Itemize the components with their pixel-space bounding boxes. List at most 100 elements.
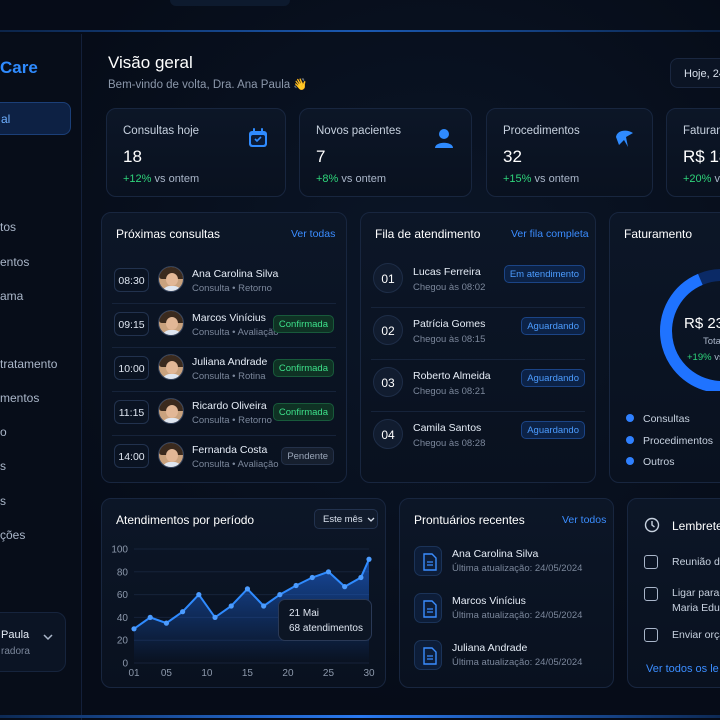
- sidebar: Care al tos entos ama tratamento mentos …: [0, 34, 82, 720]
- stat-label: Faturam: [683, 125, 720, 137]
- appointment-time: 14:00: [118, 451, 145, 463]
- queue-number: 02: [373, 315, 403, 345]
- record-row[interactable]: Ana Carolina Silva Última atualização: 2…: [412, 543, 608, 583]
- stat-delta: +20% v: [683, 173, 720, 185]
- data-point: [244, 586, 251, 592]
- records-panel: Prontuários recentes Ver todos Ana Carol…: [399, 498, 614, 688]
- stat-delta: +8% vs ontem: [316, 173, 386, 185]
- document-icon: [414, 593, 442, 623]
- sidebar-item-3[interactable]: ama: [0, 289, 24, 303]
- records-view-all-link[interactable]: Ver todos: [562, 514, 607, 526]
- data-point: [212, 614, 218, 620]
- sidebar-item-4[interactable]: tratamento: [0, 357, 58, 371]
- queue-view-all-link[interactable]: Ver fila completa: [511, 228, 589, 240]
- appointment-row[interactable]: 08:30 Ana Carolina Silva Consulta • Reto…: [112, 259, 334, 303]
- billing-total-value: R$ 23: [684, 315, 720, 332]
- patient-name: Fernanda Costa: [192, 444, 268, 456]
- queue-number: 01: [373, 263, 403, 293]
- sidebar-item-active[interactable]: al: [0, 102, 71, 135]
- row-divider: [371, 307, 585, 308]
- data-point: [180, 609, 186, 615]
- avatar: [158, 310, 184, 336]
- sidebar-item-6[interactable]: o: [0, 425, 7, 439]
- time-box: 11:15: [114, 400, 149, 424]
- reminder-item[interactable]: Reunião da: [672, 556, 720, 568]
- avatar: [158, 398, 184, 424]
- record-updated: Última atualização: 24/05/2024: [452, 657, 583, 668]
- appointment-row[interactable]: 09:15 Marcos Vinícius Consulta • Avaliaç…: [112, 303, 334, 347]
- data-point: [147, 614, 153, 620]
- sidebar-item-1[interactable]: tos: [0, 220, 17, 234]
- queue-number-label: 01: [381, 272, 395, 286]
- record-patient-name: Marcos Vinícius: [452, 595, 526, 607]
- time-box: 14:00: [114, 444, 149, 468]
- queue-row[interactable]: 03 Roberto Almeida Chegou às 08:21 Aguar…: [371, 357, 585, 409]
- sidebar-item-7[interactable]: s: [0, 459, 6, 473]
- queue-number: 04: [373, 419, 403, 449]
- stat-card-procedimentos[interactable]: Procedimentos 32 +15% vs ontem: [486, 108, 653, 197]
- stat-value: R$ 18: [683, 147, 720, 166]
- reminder-item[interactable]: Ligar para: [672, 587, 720, 599]
- user-name: Paula: [1, 629, 30, 641]
- chevron-down-icon: [367, 517, 375, 522]
- reminders-view-all-link[interactable]: Ver todos os le: [646, 663, 719, 675]
- stat-delta-text: vs ontem: [341, 173, 387, 185]
- appointment-row[interactable]: 11:15 Ricardo Oliveira Consulta • Retorn…: [112, 391, 334, 435]
- user-role: radora: [1, 646, 30, 657]
- reminder-item[interactable]: Enviar orça: [672, 629, 720, 641]
- avatar: [158, 442, 184, 468]
- sidebar-item-8[interactable]: s: [0, 494, 6, 508]
- time-box: 09:15: [114, 312, 149, 336]
- legend-procedimentos: Procedimentos: [626, 435, 713, 447]
- data-point: [163, 620, 170, 626]
- billing-panel: Faturamento R$ 23 Tota +19% vs Consultas…: [609, 212, 720, 483]
- patient-name: Marcos Vinícius: [192, 312, 266, 324]
- stat-card-novos-pacientes[interactable]: Novos pacientes 7 +8% vs ontem: [299, 108, 472, 197]
- arrival-time: Chegou às 08:28: [413, 438, 486, 449]
- period-select[interactable]: Este mês: [314, 509, 378, 529]
- tooltip-value: 68 atendimentos: [289, 623, 363, 634]
- reminders-title: Lembrete: [672, 519, 720, 533]
- attendance-chart-panel: Atendimentos por período Este mês 0 20 40 6…: [101, 498, 386, 688]
- stat-card-consultas[interactable]: Consultas hoje 18 +12% vs ontem: [106, 108, 286, 197]
- queue-row[interactable]: 02 Patrícia Gomes Chegou às 08:15 Aguard…: [371, 305, 585, 357]
- queue-row[interactable]: 04 Camila Santos Chegou às 08:28 Aguarda…: [371, 409, 585, 461]
- row-divider: [371, 359, 585, 360]
- reminder-item-detail: Maria Edua: [672, 602, 720, 614]
- patient-name: Camila Santos: [413, 422, 482, 434]
- stat-label: Procedimentos: [503, 125, 580, 137]
- data-point: [358, 574, 364, 581]
- sidebar-item-9[interactable]: ções: [0, 528, 26, 542]
- stat-value: 18: [123, 147, 142, 166]
- queue-title: Fila de atendimento: [375, 227, 481, 241]
- sidebar-item-2[interactable]: entos: [0, 255, 30, 269]
- row-divider: [112, 347, 336, 348]
- record-updated: Última atualização: 24/05/2024: [452, 563, 583, 574]
- document-icon: [644, 628, 658, 642]
- data-point: [277, 592, 283, 598]
- records-title: Prontuários recentes: [414, 513, 525, 527]
- appointments-view-all-link[interactable]: Ver todas: [291, 228, 336, 240]
- record-row[interactable]: Juliana Andrade Última atualização: 24/0…: [412, 637, 608, 677]
- stat-card-faturamento[interactable]: Faturam R$ 18 +20% v: [666, 108, 720, 197]
- appointment-row[interactable]: 10:00 Juliana Andrade Consulta • Rotina …: [112, 347, 334, 391]
- sidebar-item-5[interactable]: mentos: [0, 391, 40, 405]
- legend-consultas: Consultas: [626, 413, 690, 425]
- tooth-icon: [613, 127, 635, 149]
- user-profile-card[interactable]: Paula radora: [0, 612, 66, 672]
- x-tick-label: 30: [363, 668, 375, 679]
- data-point: [196, 592, 202, 598]
- arrival-time: Chegou às 08:02: [413, 282, 486, 293]
- x-tick-label: 01: [128, 668, 140, 679]
- appointment-row[interactable]: 14:00 Fernanda Costa Consulta • Avaliaçã…: [112, 435, 334, 479]
- x-tick-label: 15: [242, 668, 254, 679]
- queue-row[interactable]: 01 Lucas Ferreira Chegou às 08:02 Em ate…: [371, 253, 585, 305]
- donut-arc: [660, 269, 720, 391]
- date-button[interactable]: Hoje, 24: [670, 58, 720, 88]
- chevron-down-icon[interactable]: [43, 633, 53, 644]
- queue-number-label: 04: [381, 428, 395, 442]
- record-row[interactable]: Marcos Vinícius Última atualização: 24/0…: [412, 590, 608, 630]
- legend-label: Outros: [643, 456, 675, 468]
- stat-label: Novos pacientes: [316, 125, 402, 137]
